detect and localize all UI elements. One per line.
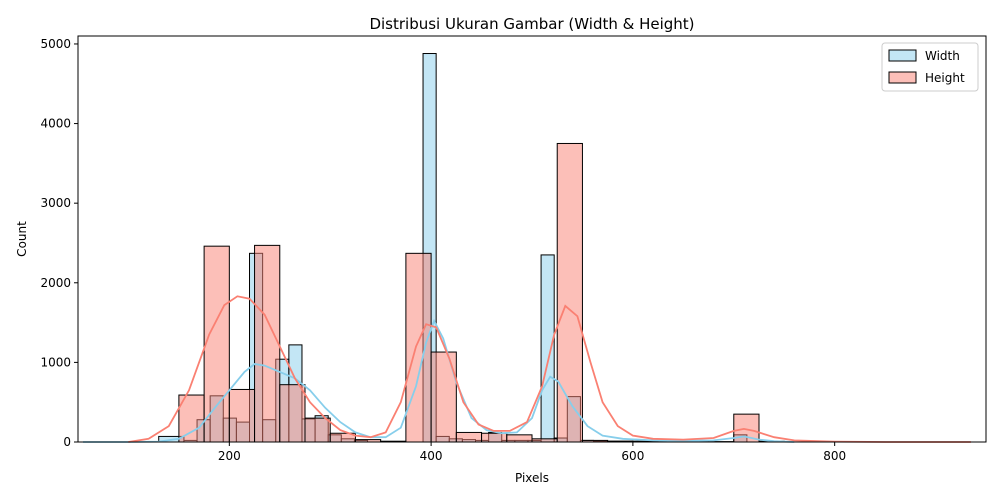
width-bar-24	[540, 254, 555, 443]
x-tick-label: 200	[218, 449, 241, 463]
y-tick-label: 1000	[40, 355, 71, 369]
x-axis-ticks: 200 400 600 800	[218, 442, 846, 463]
y-axis-ticks: 0 1000 2000 3000 4000 5000	[40, 37, 78, 449]
legend-label-width: Width	[925, 49, 960, 63]
height-bar-15	[556, 142, 583, 443]
x-tick-label: 400	[420, 449, 443, 463]
plot-frame	[77, 35, 987, 443]
height-bar-1	[203, 245, 230, 443]
height-bar-0	[178, 394, 205, 443]
height-bar-3	[254, 244, 281, 443]
y-axis-label: Count	[15, 221, 29, 257]
height-bar-4	[279, 384, 306, 443]
width-kde-line	[83, 318, 795, 443]
legend: Width Height	[881, 42, 979, 92]
y-tick-label: 2000	[40, 276, 71, 290]
chart-title: Distribusi Ukuran Gambar (Width & Height…	[369, 15, 694, 33]
height-bar-2	[228, 388, 256, 443]
height-kde-line	[128, 295, 971, 443]
height-bars	[178, 142, 785, 443]
x-tick-label: 600	[621, 449, 644, 463]
legend-label-height: Height	[925, 71, 965, 85]
height-bar-12	[481, 432, 508, 443]
height-bar-11	[455, 431, 483, 443]
kde-lines	[83, 295, 971, 443]
y-tick-label: 5000	[40, 37, 71, 51]
legend-swatch-height	[888, 71, 917, 84]
height-bar-5	[304, 417, 331, 443]
x-tick-label: 800	[823, 449, 846, 463]
legend-swatch-width	[888, 49, 917, 62]
height-bar-13	[506, 434, 533, 443]
height-bar-10	[430, 351, 457, 443]
x-axis-label: Pixels	[515, 471, 549, 485]
y-tick-label: 0	[63, 435, 71, 449]
height-bar-9	[405, 252, 432, 443]
y-tick-label: 3000	[40, 196, 71, 210]
y-tick-label: 4000	[40, 117, 71, 131]
